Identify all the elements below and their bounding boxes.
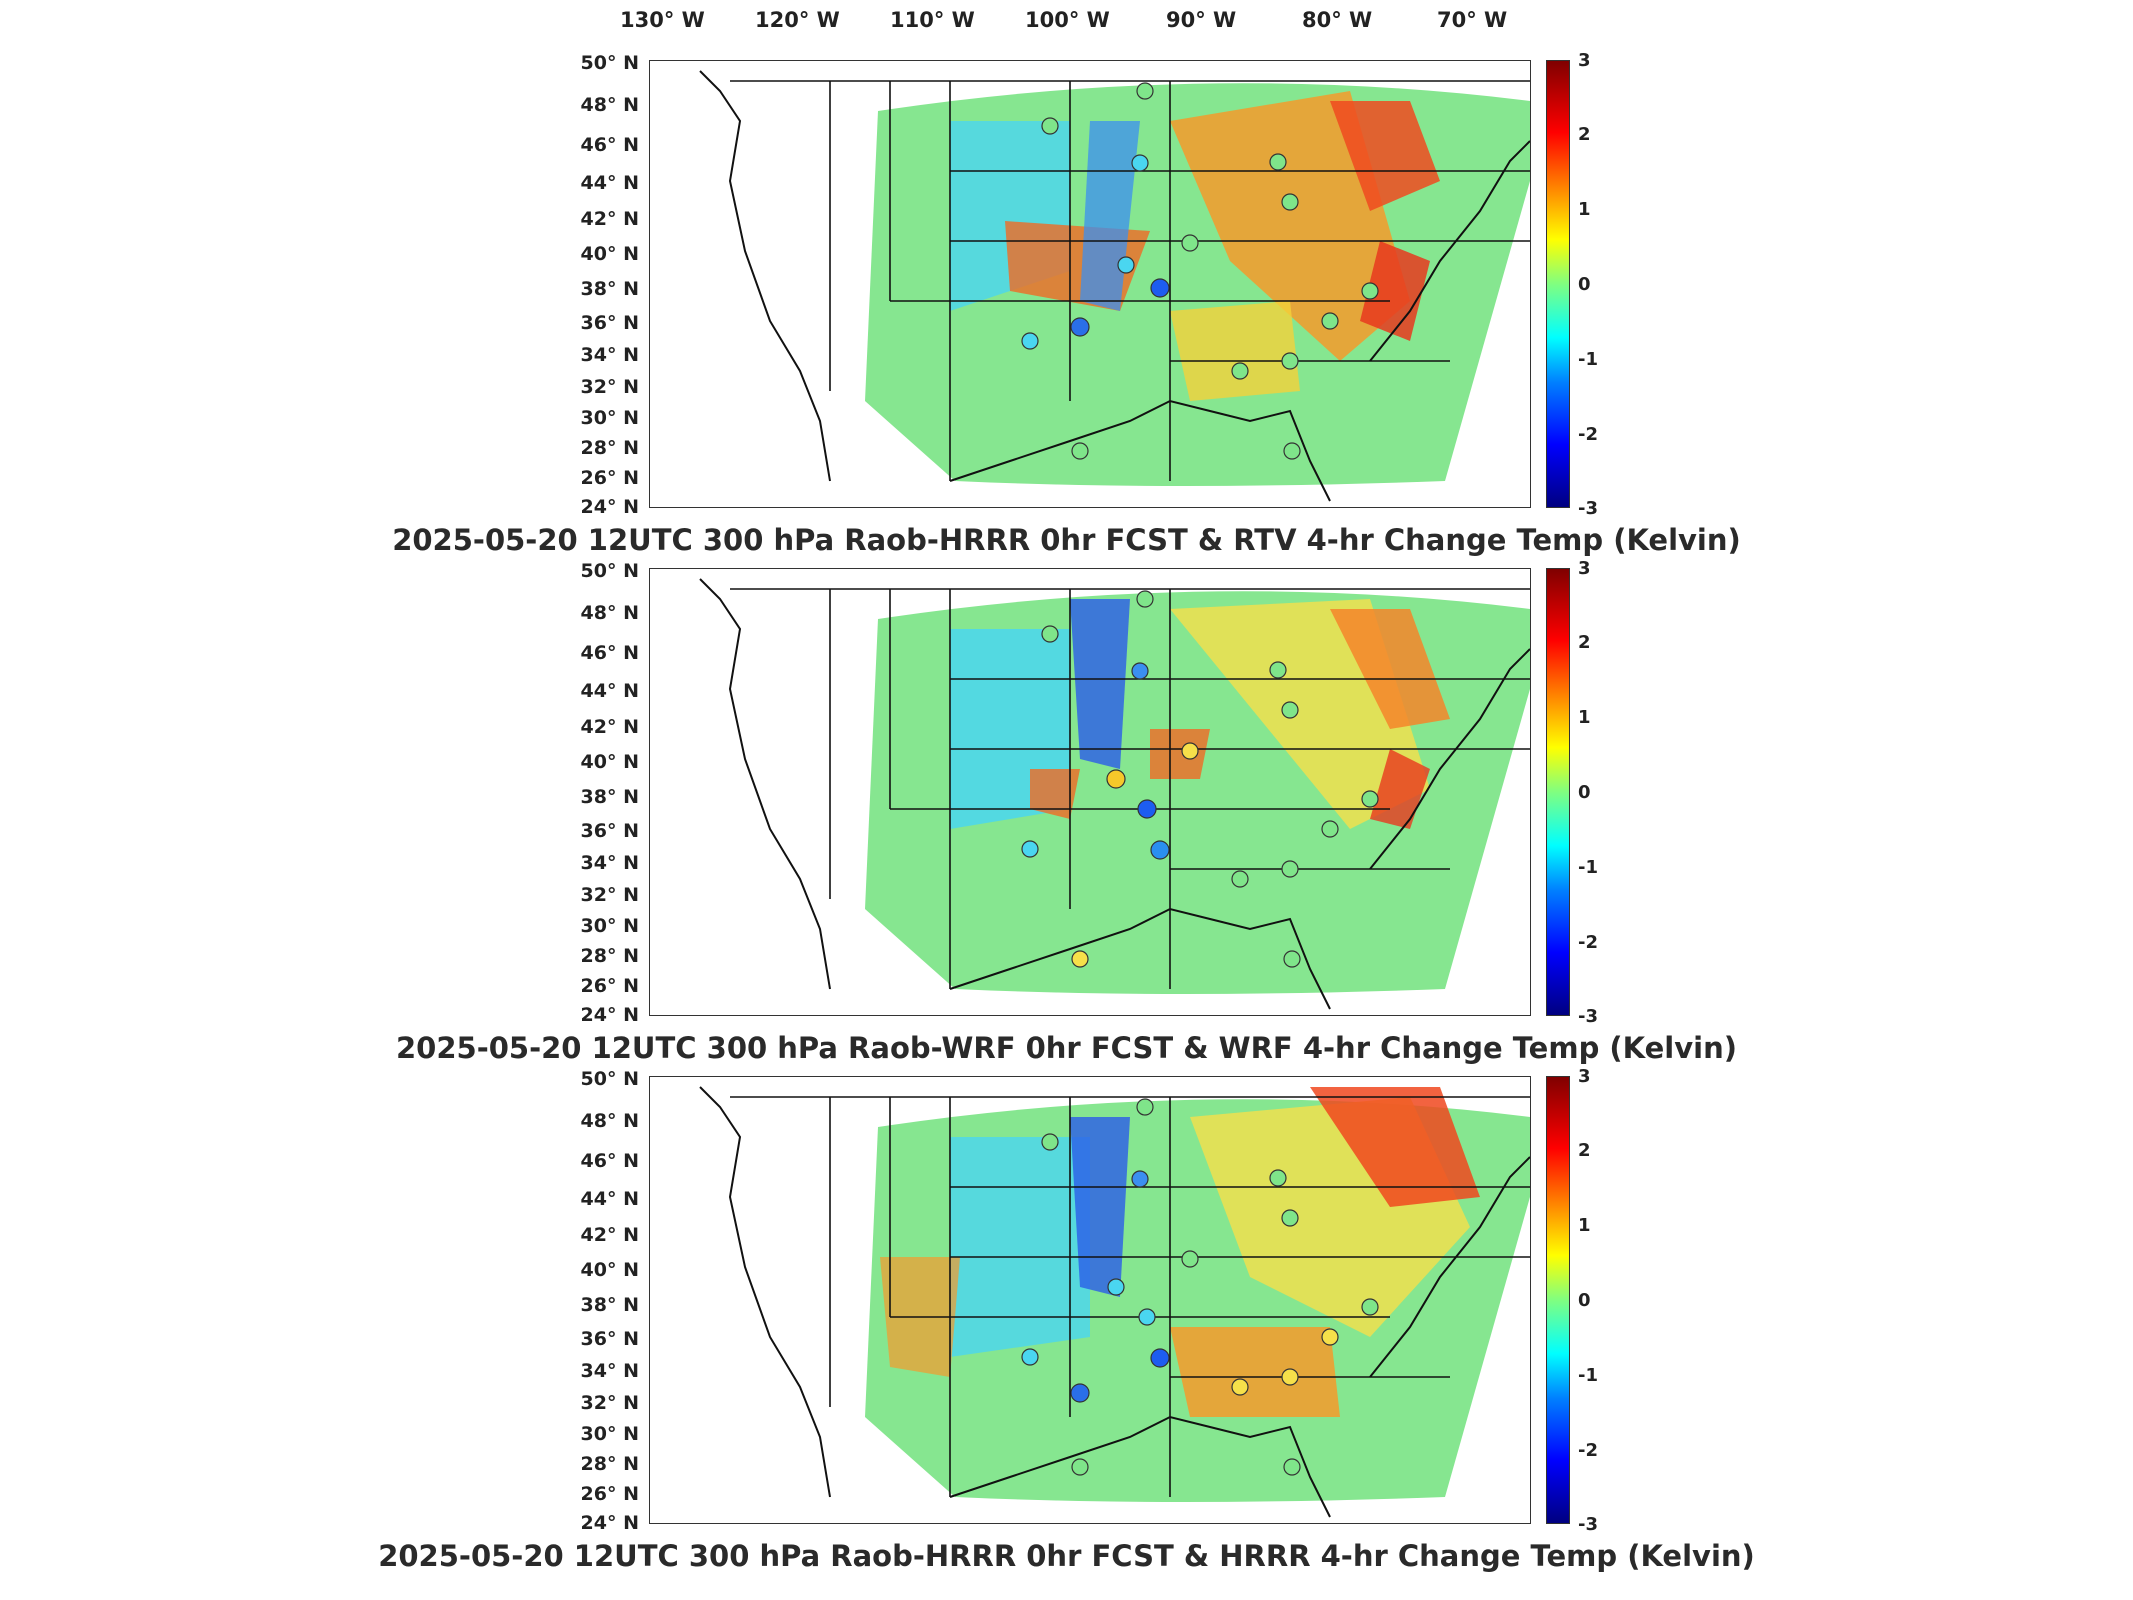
lat-label: 44° N [580, 1188, 639, 1210]
colorbar [1546, 1076, 1570, 1524]
lat-label: 50° N [580, 52, 639, 74]
coastline [699, 1086, 1530, 1518]
raob-stations [1021, 1098, 1379, 1476]
lat-label: 28° N [580, 437, 639, 459]
lon-label: 130° W [620, 8, 705, 32]
colorbar-tick: -2 [1578, 932, 1598, 953]
lat-label: 38° N [580, 786, 639, 808]
lat-label: 50° N [580, 1068, 639, 1090]
lat-label: 40° N [580, 1259, 639, 1281]
lat-label: 42° N [580, 1224, 639, 1246]
lat-label: 30° N [580, 915, 639, 937]
lat-label: 40° N [580, 243, 639, 265]
map-frame [649, 568, 1531, 1016]
colorbar-tick: 2 [1578, 632, 1591, 653]
lat-label: 38° N [580, 1294, 639, 1316]
colorbar-tick: -1 [1578, 1365, 1598, 1386]
colorbar-tick: 3 [1578, 558, 1591, 579]
lon-label: 80° W [1302, 8, 1373, 32]
colorbar-tick: 0 [1578, 1290, 1591, 1311]
colorbar-tick: 2 [1578, 1140, 1591, 1161]
lat-label: 26° N [580, 1483, 639, 1505]
lat-label: 48° N [580, 94, 639, 116]
lat-label: 26° N [580, 975, 639, 997]
lon-label: 110° W [890, 8, 975, 32]
lat-label: 28° N [580, 945, 639, 967]
lat-label: 50° N [580, 560, 639, 582]
map-panel-1: 50° N 48° N 46° N 44° N 42° N 40° N 38° … [0, 50, 2133, 570]
colorbar-tick: 0 [1578, 274, 1591, 295]
lat-label: 48° N [580, 1110, 639, 1132]
colorbar-tick: 2 [1578, 124, 1591, 145]
raob-stations [1021, 590, 1379, 968]
raob-stations [1021, 82, 1379, 460]
lat-label: 46° N [580, 1150, 639, 1172]
panel-title: 2025-05-20 12UTC 300 hPa Raob-HRRR 0hr F… [392, 523, 1741, 557]
colorbar-tick: 1 [1578, 1215, 1591, 1236]
lat-label: 32° N [580, 884, 639, 906]
lat-label: 42° N [580, 208, 639, 230]
lon-label: 90° W [1166, 8, 1237, 32]
lat-label: 30° N [580, 1423, 639, 1445]
colorbar-tick: 1 [1578, 199, 1591, 220]
colorbar-tick: -3 [1578, 1006, 1598, 1027]
map-frame [649, 1076, 1531, 1524]
lat-label: 46° N [580, 642, 639, 664]
colorbar-tick: 3 [1578, 1066, 1591, 1087]
lat-label: 24° N [580, 1512, 639, 1534]
panel-title: 2025-05-20 12UTC 300 hPa Raob-WRF 0hr FC… [395, 1031, 1737, 1065]
colorbar-tick: -1 [1578, 349, 1598, 370]
map-frame [649, 60, 1531, 508]
map-panel-3: 50° N 48° N 46° N 44° N 42° N 40° N 38° … [0, 1066, 2133, 1586]
lat-label: 44° N [580, 172, 639, 194]
lon-label: 100° W [1025, 8, 1110, 32]
lat-label: 36° N [580, 820, 639, 842]
colorbar [1546, 60, 1570, 508]
panel-title: 2025-05-20 12UTC 300 hPa Raob-HRRR 0hr F… [378, 1539, 1755, 1573]
colorbar-tick: -2 [1578, 424, 1598, 445]
lat-label: 40° N [580, 751, 639, 773]
longitude-axis: 130° W 120° W 110° W 100° W 90° W 80° W … [0, 0, 2133, 50]
lat-label: 24° N [580, 1004, 639, 1026]
lat-label: 38° N [580, 278, 639, 300]
state-borders [730, 80, 1530, 481]
lat-label: 46° N [580, 134, 639, 156]
lat-label: 34° N [580, 1360, 639, 1382]
lat-label: 48° N [580, 602, 639, 624]
colorbar-tick: -3 [1578, 498, 1598, 519]
lat-label: 28° N [580, 1453, 639, 1475]
lat-label: 32° N [580, 1392, 639, 1414]
lat-label: 34° N [580, 344, 639, 366]
coastline [699, 70, 1530, 502]
colorbar [1546, 568, 1570, 1016]
lat-label: 44° N [580, 680, 639, 702]
colorbar-tick: -2 [1578, 1440, 1598, 1461]
colorbar-tick: 3 [1578, 50, 1591, 71]
lon-label: 70° W [1437, 8, 1508, 32]
colorbar-tick: 1 [1578, 707, 1591, 728]
colorbar-tick: 0 [1578, 782, 1591, 803]
lat-label: 36° N [580, 312, 639, 334]
lat-label: 36° N [580, 1328, 639, 1350]
lat-label: 32° N [580, 376, 639, 398]
lat-label: 26° N [580, 467, 639, 489]
lat-label: 24° N [580, 496, 639, 518]
colorbar-tick: -1 [1578, 857, 1598, 878]
map-panel-2: 50° N 48° N 46° N 44° N 42° N 40° N 38° … [0, 558, 2133, 1078]
coastline [699, 578, 1530, 1010]
lat-label: 42° N [580, 716, 639, 738]
lat-label: 34° N [580, 852, 639, 874]
lon-label: 120° W [755, 8, 840, 32]
colorbar-tick: -3 [1578, 1514, 1598, 1535]
lat-label: 30° N [580, 407, 639, 429]
